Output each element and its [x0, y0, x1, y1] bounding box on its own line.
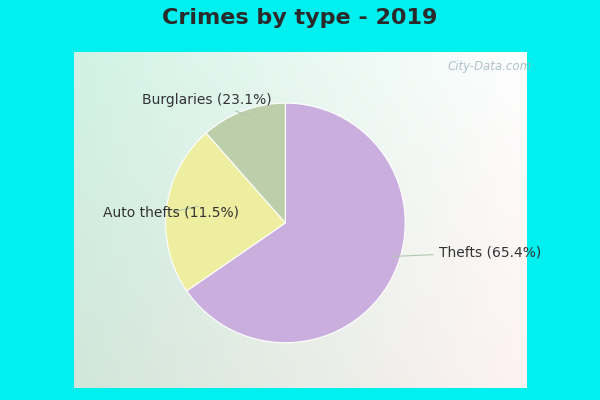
Wedge shape [206, 103, 286, 223]
Text: Crimes by type - 2019: Crimes by type - 2019 [163, 8, 437, 28]
Text: City-Data.com: City-Data.com [448, 60, 532, 73]
Text: Thefts (65.4%): Thefts (65.4%) [394, 245, 541, 259]
Wedge shape [187, 103, 405, 343]
Wedge shape [166, 133, 286, 291]
Text: Burglaries (23.1%): Burglaries (23.1%) [142, 93, 272, 117]
Text: Auto thefts (11.5%): Auto thefts (11.5%) [103, 206, 239, 220]
